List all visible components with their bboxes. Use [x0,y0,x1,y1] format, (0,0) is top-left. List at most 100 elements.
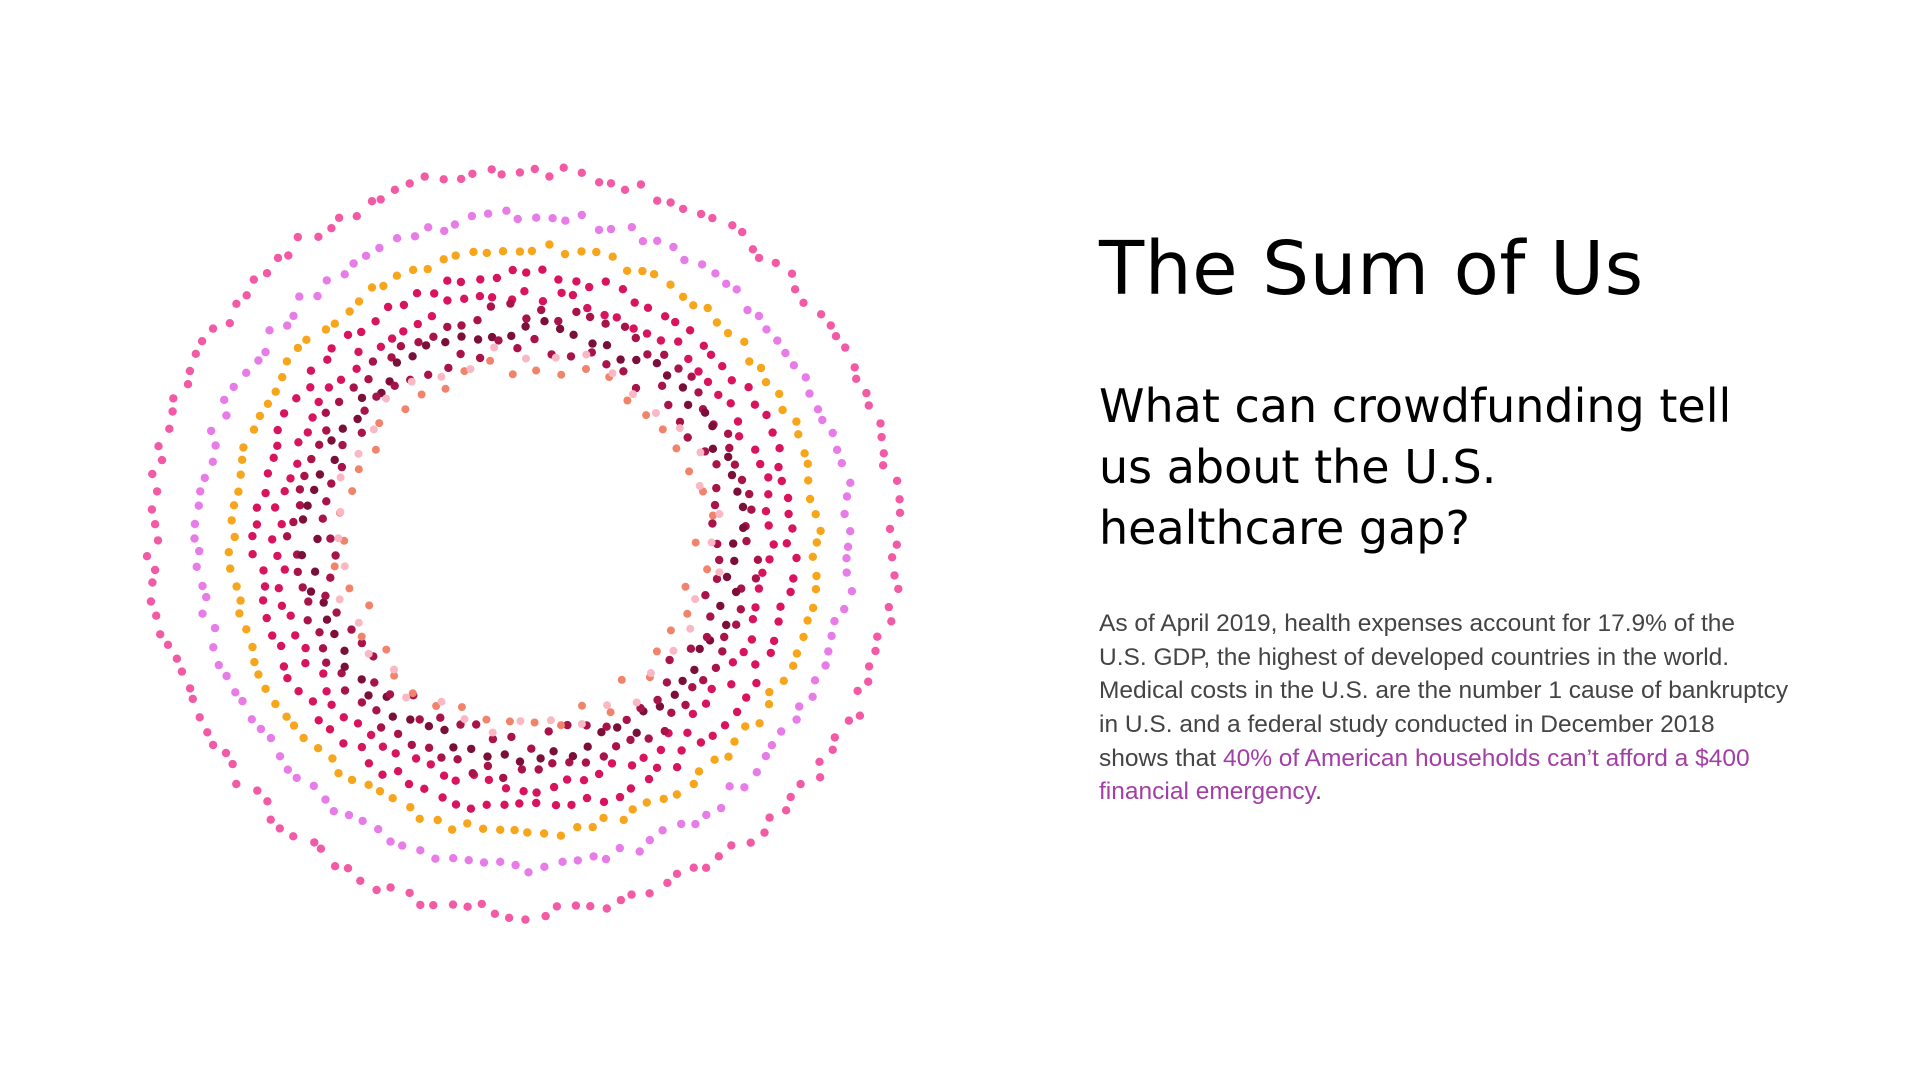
ring-dot-orange [235,609,244,618]
ring-dot-outer [439,175,448,184]
ring-dot-violet [431,854,440,863]
ring-dot-maroon [718,647,727,656]
ring-dot-coral [390,671,399,680]
ring-dot-maroon [631,333,640,343]
ring-dot-coral [417,390,426,399]
ring-dot-crimson [538,265,547,274]
ring-dot-violet [195,546,204,556]
ring-dot-crimson [343,330,353,340]
ring-dot-coral [703,565,712,574]
ring-dot-violet [777,727,786,736]
ring-dot-blush [382,394,390,403]
ring-dot-outer [878,461,888,470]
ring-dot-crimson [308,697,318,706]
ring-dot-blush [707,538,716,547]
ring-dot-violet [256,724,266,734]
ring-dot-crimson [273,441,282,450]
ring-dot-violet [711,269,720,278]
ring-dot-orange [649,270,659,279]
dot-ring-visualization [142,163,905,924]
ring-dot-violet [496,857,505,866]
ring-dot-crimson [639,753,648,762]
ring-dot-coral [623,396,632,405]
ring-dot-crimson [585,282,594,292]
ring-dot-crimson [268,631,277,640]
ring-dot-violet [540,862,549,871]
ring-dot-coral [345,584,354,593]
ring-dot-outer [853,686,862,696]
ring-dot-orange [811,585,821,594]
ring-dot-outer [816,310,826,319]
ring-dot-crimson [579,776,589,785]
ring-dot-outer [559,163,568,172]
ring-dot-outer [760,828,769,837]
ring-dot-crimson [728,658,738,667]
ring-dot-orange [406,803,415,812]
ring-dot-orange [812,571,821,581]
ring-dot-violet [743,305,752,315]
ring-dot-crimson [411,754,421,763]
ring-dot-maroon [644,734,653,743]
ring-dot-blush [651,409,660,417]
ring-dot-outer [871,646,880,656]
ring-dot-blush [364,649,373,658]
ring-dot-orange [775,389,784,399]
ring-dot-maroon [475,353,485,363]
statistic-link[interactable]: 40% of American households can’t afford … [1099,744,1750,806]
ring-dot-orange [619,815,628,825]
ring-dot-crimson [751,603,760,612]
ring-dot-violet [795,702,804,711]
ring-dot-orange [816,526,825,536]
ring-dot-crimson [508,265,517,275]
ring-dot-outer [666,198,675,207]
ring-dot-crimson [520,287,529,296]
ring-dot-maroon [303,616,312,625]
ring-dot-outer [577,168,586,177]
ring-dot-coral [582,365,590,373]
ring-dot-crimson [279,662,289,671]
ring-dot-maroon [370,678,379,687]
ring-dot-coral [708,511,717,520]
ring-dot-crimson [279,409,289,418]
ring-dot-orange [804,476,813,485]
ring-dot-outer [487,165,496,174]
ring-dot-crimson [674,337,683,346]
ring-dot-coral [642,411,651,420]
ring-dot-outer [790,285,800,294]
ring-dot-crimson [768,428,777,437]
ring-dot-violet [361,251,371,260]
ring-dot-outer [627,890,636,899]
ring-dot-crimson [762,410,771,420]
ring-dot-crimson [286,474,295,483]
ring-dot-darkred [467,744,476,754]
ring-dot-violet [843,542,853,551]
ring-dot-darkred [662,371,672,380]
ring-dot-coral [508,370,517,379]
ring-dot-crimson [301,659,310,668]
ring-dot-outer [310,838,319,847]
ring-dot-outer [142,552,152,561]
ring-dot-darkred [678,676,687,686]
ring-dot-crimson [754,584,764,593]
ring-dot-crimson [399,327,408,336]
ring-dot-orange [239,443,248,452]
ring-dot-maroon [326,573,335,582]
ring-dot-coral [557,370,566,379]
ring-dot-crimson [393,767,403,776]
ring-dot-maroon [295,485,305,494]
ring-dot-orange [510,825,519,835]
ring-dot-outer [386,883,395,892]
ring-dot-crimson [277,601,287,610]
ring-dot-orange [321,325,331,334]
ring-dot-outer [249,275,258,284]
ring-dot-outer [163,640,173,649]
ring-dot-maroon [340,686,350,695]
ring-dot-crimson [258,596,268,605]
ring-dot-crimson [750,400,760,409]
ring-dot-crimson [324,383,334,392]
ring-dot-violet [238,696,247,706]
ring-dot-crimson [263,469,273,478]
ring-dot-crimson [339,713,348,722]
ring-dot-violet [229,382,238,392]
ring-dot-orange [808,552,817,561]
